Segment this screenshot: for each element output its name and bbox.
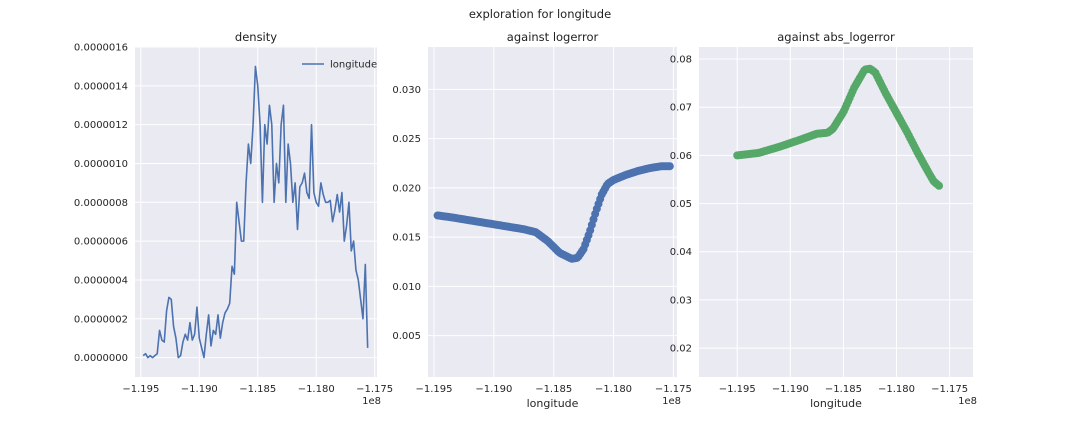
series-line-longitude [142, 65, 369, 359]
x-axis-label: longitude [810, 397, 862, 410]
y-tick-label: 0.010 [392, 282, 421, 293]
x-tick-label: −1.190 [772, 384, 809, 395]
y-tick-label: 0.0000004 [74, 275, 128, 286]
scatter-points [433, 162, 674, 263]
y-tick-label: 0.08 [670, 55, 692, 66]
scatter-point [665, 162, 674, 171]
x-tick-label: −1.190 [475, 384, 512, 395]
y-tick-label: 0.0000000 [74, 353, 128, 364]
chart-title: density [235, 30, 277, 44]
x-tick-label: −1.175 [356, 384, 393, 395]
y-tick-label: 0.06 [670, 151, 692, 162]
chart-title: against abs_logerror [777, 30, 895, 44]
y-tick-label: 0.025 [392, 134, 421, 145]
x-offset-label: 1e8 [662, 396, 681, 407]
plot-area [699, 47, 973, 377]
x-tick-label: −1.175 [931, 384, 968, 395]
y-tick-label: 0.05 [670, 199, 692, 210]
x-tick-label: −1.195 [122, 384, 159, 395]
x-tick-label: −1.180 [298, 384, 335, 395]
x-tick-label: −1.195 [415, 384, 452, 395]
chart-panel-1: −1.195 −1.190 −1.185 −1.180 −1.175 0.0000000 0… [74, 30, 393, 407]
y-tick-label: 0.0000006 [74, 237, 128, 248]
x-tick-label: −1.180 [878, 384, 915, 395]
figure-title: exploration for longitude [469, 7, 611, 21]
scatter-point [935, 181, 944, 190]
x-axis-label: longitude [527, 397, 579, 410]
plot-area [135, 47, 377, 377]
x-tick-label: −1.180 [595, 384, 632, 395]
y-tick-label: 0.0000016 [74, 43, 128, 54]
y-tick-label: 0.0000012 [74, 120, 128, 131]
x-offset-label: 1e8 [362, 396, 381, 407]
x-tick-label: −1.195 [719, 384, 756, 395]
x-offset-label: 1e8 [958, 396, 977, 407]
y-tick-label: 0.02 [670, 344, 692, 355]
chart-title: against logerror [507, 30, 599, 44]
chart-panel-3: −1.195 −1.190 −1.185 −1.180 −1.175 0.02 0.03 0.… [670, 30, 977, 410]
x-tick-label: −1.190 [181, 384, 218, 395]
x-tick-label: −1.185 [825, 384, 862, 395]
scatter-points [733, 64, 944, 190]
y-tick-label: 0.005 [392, 331, 421, 342]
plot-area [428, 47, 677, 377]
y-tick-label: 0.0000002 [74, 314, 128, 325]
x-tick-label: −1.185 [239, 384, 276, 395]
y-tick-label: 0.03 [670, 295, 692, 306]
y-tick-label: 0.020 [392, 183, 421, 194]
y-tick-label: 0.030 [392, 85, 421, 96]
x-tick-label: −1.185 [535, 384, 572, 395]
x-tick-label: −1.175 [655, 384, 692, 395]
y-tick-label: 0.04 [670, 247, 692, 258]
y-tick-label: 0.0000008 [74, 198, 128, 209]
legend-label: longitude [330, 60, 377, 71]
y-tick-label: 0.0000014 [74, 81, 128, 92]
y-tick-label: 0.015 [392, 233, 421, 244]
y-tick-label: 0.0000010 [74, 159, 128, 170]
y-tick-label: 0.07 [670, 103, 692, 114]
chart-panel-2: −1.195 −1.190 −1.185 −1.180 −1.175 0.005 0.010… [392, 30, 692, 410]
